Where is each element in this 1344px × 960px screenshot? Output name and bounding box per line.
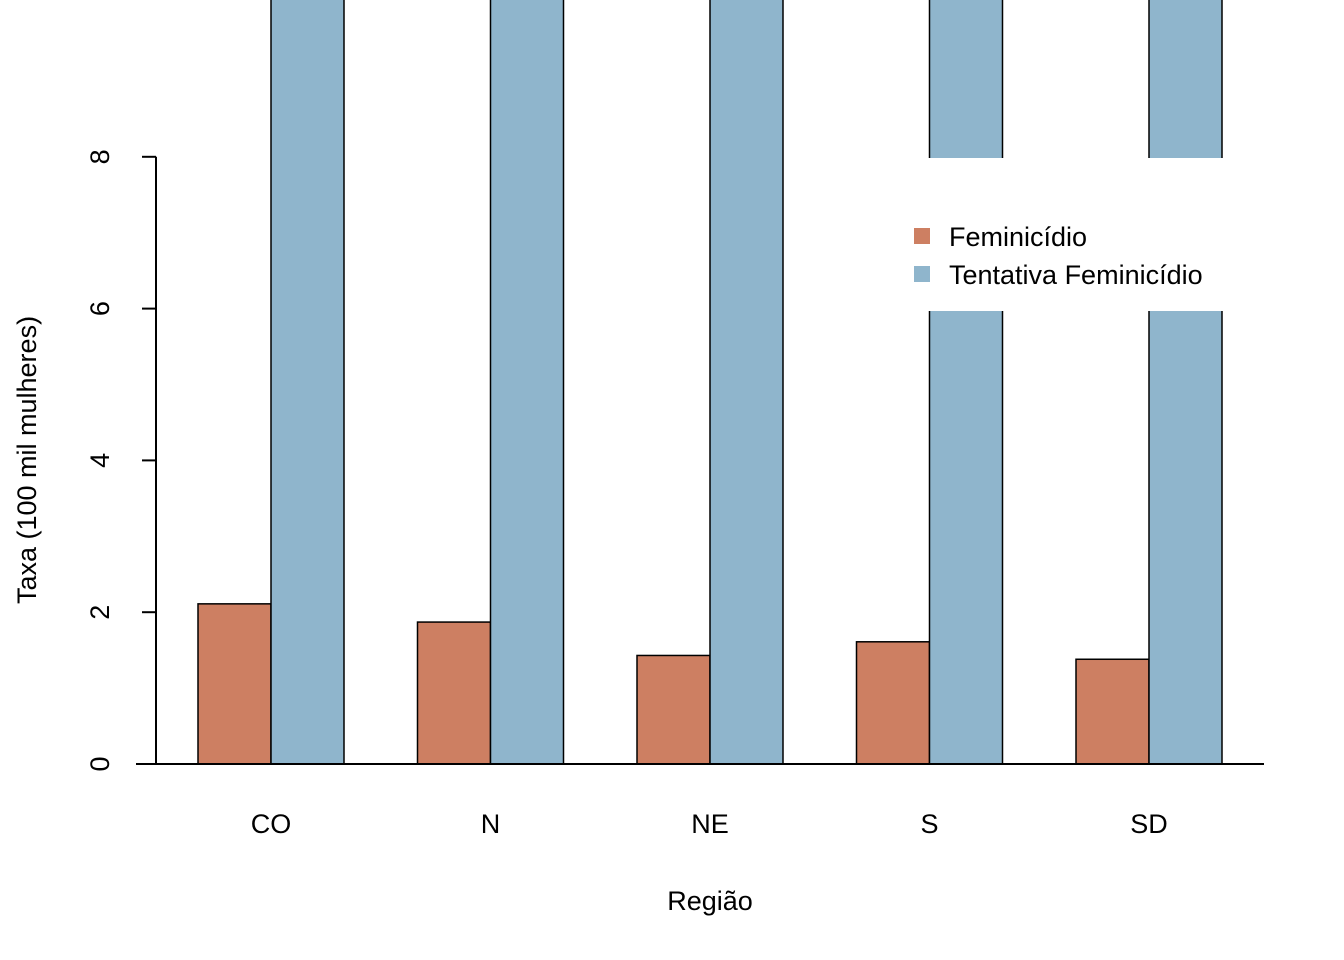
bar-feminicidio-sd	[1075, 658, 1150, 765]
legend: Feminicídio Tentativa Feminicídio	[914, 222, 1203, 290]
legend-label: Tentativa Feminicídio	[949, 260, 1203, 290]
y-tick-label: 6	[85, 301, 115, 316]
bar-tentativa-feminicidio-ne	[709, 0, 784, 765]
y-axis-title: Taxa (100 mil mulheres)	[12, 316, 42, 604]
bar-tentativa-feminicidio-co	[270, 0, 345, 765]
y-tick-label: 2	[85, 605, 115, 620]
y-tick-label: 4	[85, 453, 115, 468]
legend-swatch	[914, 266, 930, 282]
y-tick-label: 0	[85, 756, 115, 771]
x-tick-label: S	[920, 809, 938, 839]
x-axis-title: Região	[667, 886, 753, 916]
bar-tentativa-feminicidio-sd	[1148, 0, 1223, 765]
bar-tentativa-feminicidio-n	[489, 0, 565, 765]
legend-label: Feminicídio	[949, 222, 1087, 252]
bar-feminicidio-s	[855, 641, 931, 765]
x-tick-label: NE	[691, 809, 729, 839]
x-tick-label: CO	[251, 809, 292, 839]
legend-swatch	[914, 228, 930, 244]
bar-tentativa-feminicidio-s	[928, 0, 1004, 765]
x-tick-label: N	[481, 809, 501, 839]
bar-feminicidio-n	[416, 621, 492, 765]
x-tick-label: SD	[1130, 809, 1168, 839]
bar-feminicidio-ne	[636, 654, 711, 765]
bar-feminicidio-co	[197, 603, 272, 765]
axes-layer: CO N NE S SD 0 2 4 6 8	[85, 149, 1264, 839]
legend-background	[898, 158, 1258, 311]
bars-layer	[197, 0, 1223, 765]
y-tick-label: 8	[85, 149, 115, 164]
